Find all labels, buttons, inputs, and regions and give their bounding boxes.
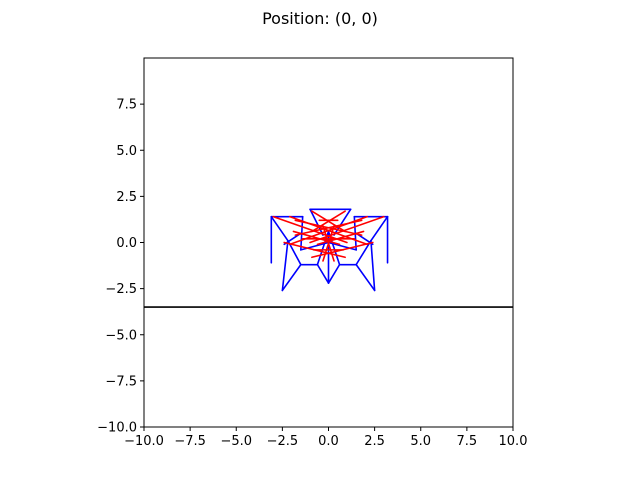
x-axis: −10.0 −7.5 −5.0 −2.5 0.0 2.5 5.0 7.5 10.0 — [124, 427, 527, 449]
x-tick-label: 5.0 — [410, 434, 431, 449]
series-0-segment-11 — [370, 215, 389, 242]
y-tick-label: 2.5 — [116, 190, 137, 205]
series-0-segment-9 — [355, 263, 376, 292]
series-0-segment-27 — [327, 241, 357, 251]
series-0-segment-4 — [281, 263, 302, 292]
series-layer — [270, 208, 389, 292]
series-0-segment-6 — [316, 263, 330, 284]
x-tick-label: −2.5 — [267, 434, 299, 449]
series-1-segment-14 — [316, 230, 365, 246]
series-0-segment-15 — [309, 208, 324, 236]
y-tick-label: 0.0 — [116, 236, 137, 251]
x-tick-label: 2.5 — [364, 434, 385, 449]
series-0-segment-7 — [327, 263, 341, 284]
series-0-segment-2 — [270, 215, 289, 242]
series-1-segment-13 — [292, 230, 341, 246]
series-1-segment-16 — [322, 225, 335, 262]
x-tick-label: 10.0 — [499, 434, 528, 449]
series-1-segment-7 — [311, 210, 346, 233]
chart-title: Position: (0, 0) — [262, 9, 378, 28]
series-1-segment-5 — [294, 219, 363, 236]
series-0-segment-20 — [355, 239, 372, 266]
y-tick-label: −10.0 — [97, 421, 137, 436]
x-tick-label: 0.0 — [318, 434, 339, 449]
x-tick-label: −7.5 — [174, 434, 206, 449]
x-tick-label: −5.0 — [220, 434, 252, 449]
x-tick-label: 7.5 — [457, 434, 478, 449]
series-0-segment-16 — [333, 208, 352, 236]
y-tick-label: 5.0 — [116, 144, 137, 159]
series-0-segment-10 — [370, 239, 376, 292]
plot-area — [143, 57, 514, 428]
series-1 — [272, 210, 385, 262]
y-tick-label: 7.5 — [116, 98, 137, 113]
series-0-segment-3 — [281, 239, 289, 292]
y-tick-label: −2.5 — [105, 282, 137, 297]
y-axis: −10.0 −7.5 −5.0 −2.5 0.0 2.5 5.0 7.5 — [97, 98, 144, 436]
y-tick-label: −7.5 — [105, 374, 137, 389]
y-tick-label: −5.0 — [105, 328, 137, 343]
x-tick-label: −10.0 — [124, 434, 164, 449]
series-0-segment-26 — [300, 241, 330, 251]
